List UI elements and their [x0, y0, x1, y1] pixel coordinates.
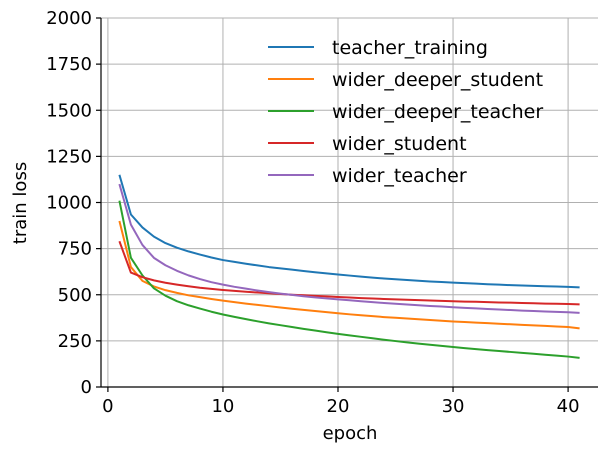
- y-tick-label: 500: [58, 285, 92, 306]
- y-tick-label: 2000: [46, 8, 92, 29]
- legend-label-wider-deeper-teacher: wider_deeper_teacher: [332, 101, 543, 123]
- series-line-wider-deeper-teacher: [118, 200, 580, 359]
- series-line-teacher-training: [118, 174, 580, 289]
- x-tick-label: 0: [102, 396, 113, 417]
- ticks-layer: 0 10 20 30 40 0 250 500 750 1000 1250 1500 1750 2000: [46, 8, 579, 417]
- legend-label-teacher-training: teacher_training: [332, 37, 488, 59]
- y-tick-label: 1250: [46, 146, 92, 167]
- y-tick-label: 1000: [46, 193, 92, 214]
- legend-label-wider-student: wider_student: [332, 133, 467, 155]
- series-line-wider-teacher: [118, 183, 580, 314]
- x-axis-title: epoch: [323, 423, 378, 444]
- series-layer: [118, 174, 580, 359]
- series-line-wider-deeper-student: [118, 220, 580, 330]
- y-axis-title: train loss: [10, 162, 31, 244]
- x-tick-label: 20: [327, 396, 350, 417]
- x-tick-label: 30: [442, 396, 465, 417]
- series-line-wider-student: [118, 240, 580, 306]
- legend: teacher_training wider_deeper_studentwide…: [268, 37, 543, 187]
- y-tick-label: 1750: [46, 54, 92, 75]
- legend-label-wider-deeper-student: wider_deeper_student: [332, 69, 543, 91]
- y-tick-label: 750: [58, 239, 92, 260]
- y-tick-label: 250: [58, 331, 92, 352]
- y-tick-label: 1500: [46, 100, 92, 121]
- legend-label-wider-teacher: wider_teacher: [332, 165, 467, 187]
- y-tick-label: 0: [81, 377, 92, 398]
- x-tick-label: 40: [557, 396, 580, 417]
- x-tick-label: 10: [211, 396, 234, 417]
